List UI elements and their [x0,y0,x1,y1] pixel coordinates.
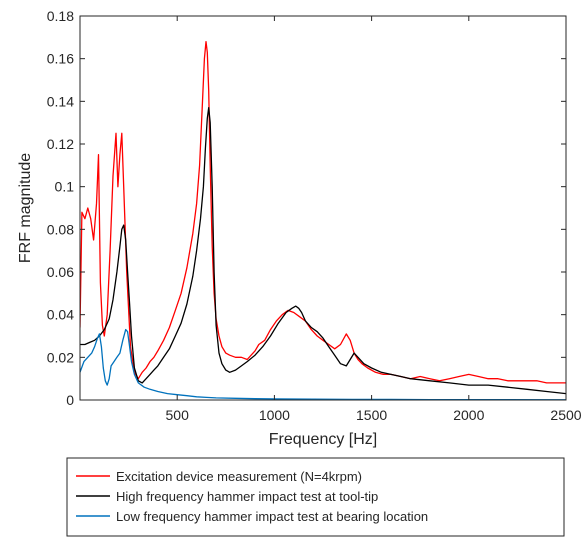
y-tick-label: 0.04 [47,307,74,323]
y-tick-label: 0.16 [47,51,74,67]
y-tick-label: 0.12 [47,136,74,152]
y-tick-label: 0.06 [47,264,74,280]
x-tick-label: 2000 [453,407,484,423]
legend-label-high-frequency-hammer: High frequency hammer impact test at too… [116,489,378,504]
legend-label-low-frequency-hammer: Low frequency hammer impact test at bear… [116,509,428,524]
y-tick-label: 0.18 [47,8,74,24]
y-tick-label: 0.02 [47,349,74,365]
legend-items: Excitation device measurement (N=4krpm) H… [76,469,428,524]
series-line-high-frequency-hammer [80,107,566,395]
x-axis-label: Frequency [Hz] [269,431,377,448]
x-tick-label: 500 [166,407,190,423]
series-layer [80,40,566,400]
y-tick-label: 0.14 [47,93,74,109]
tick-layer: 500 1000 1500 2000 2500 0 0.02 0.04 0.06 0.08 0.1 0… [47,8,582,423]
x-tick-label: 1500 [356,407,387,423]
series-line-low-frequency-hammer [80,328,566,400]
axes-background [80,16,566,400]
legend-box [66,457,565,537]
x-tick-label: 2500 [550,407,581,423]
axes-box [79,15,567,401]
plot-area [79,15,567,401]
x-tick-label: 1000 [259,407,290,423]
legend: Excitation device measurement (N=4krpm) H… [66,457,565,537]
legend-label-excitation-device: Excitation device measurement (N=4krpm) [116,469,362,484]
y-tick-label: 0.1 [55,179,75,195]
y-tick-label: 0 [66,392,74,408]
y-axis-label: FRF magnitude [17,153,34,263]
y-tick-label: 0.08 [47,221,74,237]
